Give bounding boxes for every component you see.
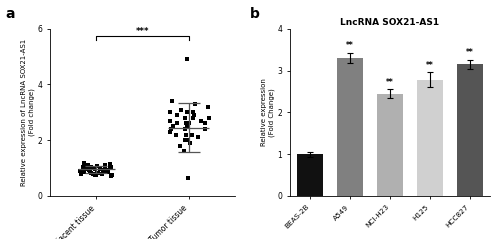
- Point: [80, 161, 88, 165]
- Point: [176, 108, 184, 111]
- Point: [101, 166, 109, 170]
- Point: [76, 172, 84, 176]
- Point: [86, 165, 94, 169]
- Point: [106, 162, 114, 166]
- Y-axis label: Relative expression
(Fold Change): Relative expression (Fold Change): [261, 78, 274, 146]
- Point: [188, 133, 196, 136]
- Title: LncRNA SOX21-AS1: LncRNA SOX21-AS1: [340, 17, 440, 27]
- Point: [183, 57, 191, 61]
- Point: [166, 127, 174, 131]
- Point: [166, 110, 174, 114]
- Point: [103, 170, 111, 174]
- Point: [184, 110, 192, 114]
- Point: [80, 165, 88, 169]
- Text: ***: ***: [136, 27, 149, 36]
- Point: [185, 122, 193, 125]
- Point: [204, 105, 212, 109]
- Point: [86, 171, 94, 175]
- Point: [92, 167, 100, 171]
- Point: [104, 170, 112, 174]
- Point: [173, 113, 181, 117]
- Point: [80, 165, 88, 169]
- Point: [85, 168, 93, 172]
- Text: **: **: [386, 78, 394, 87]
- Point: [189, 110, 197, 114]
- Point: [100, 169, 108, 173]
- Point: [90, 173, 98, 177]
- Point: [108, 174, 116, 178]
- Text: a: a: [5, 7, 15, 21]
- Bar: [337, 58, 363, 196]
- Point: [190, 102, 198, 106]
- Text: **: **: [466, 48, 474, 57]
- Point: [184, 176, 192, 180]
- Point: [176, 144, 184, 148]
- Point: [184, 124, 192, 128]
- Point: [169, 124, 177, 128]
- Point: [92, 173, 100, 177]
- Point: [172, 133, 179, 136]
- Y-axis label: Relative expression of LncRNA SOX21-AS1
(Fold change): Relative expression of LncRNA SOX21-AS1 …: [21, 39, 34, 186]
- Point: [93, 164, 101, 168]
- Point: [103, 168, 111, 172]
- Point: [168, 99, 176, 103]
- Point: [80, 170, 88, 174]
- Point: [182, 133, 190, 136]
- Point: [85, 166, 93, 170]
- Point: [205, 116, 213, 120]
- Point: [107, 166, 115, 169]
- Point: [100, 168, 108, 172]
- Point: [184, 138, 192, 142]
- Point: [180, 127, 188, 131]
- Point: [194, 136, 202, 139]
- Point: [99, 170, 107, 174]
- Point: [89, 172, 97, 176]
- Point: [101, 163, 109, 167]
- Point: [76, 169, 84, 173]
- Point: [166, 130, 173, 134]
- Point: [197, 119, 205, 123]
- Bar: [457, 64, 483, 196]
- Text: **: **: [346, 41, 354, 50]
- Text: **: **: [426, 61, 434, 70]
- Point: [182, 116, 190, 120]
- Point: [200, 122, 208, 125]
- Point: [98, 172, 106, 176]
- Point: [190, 113, 198, 117]
- Point: [76, 169, 84, 173]
- Point: [84, 163, 92, 167]
- Point: [182, 122, 190, 125]
- Point: [101, 168, 109, 172]
- Point: [86, 169, 94, 173]
- Point: [182, 138, 190, 142]
- Bar: [417, 80, 443, 196]
- Point: [81, 167, 89, 171]
- Bar: [297, 154, 323, 196]
- Point: [94, 171, 102, 175]
- Point: [166, 119, 174, 123]
- Point: [108, 173, 116, 176]
- Text: b: b: [250, 7, 260, 21]
- Point: [186, 141, 194, 145]
- Point: [106, 164, 114, 168]
- Point: [96, 167, 104, 171]
- Point: [94, 171, 102, 174]
- Point: [107, 165, 115, 169]
- Point: [174, 122, 182, 125]
- Point: [76, 169, 84, 173]
- Bar: [377, 93, 403, 196]
- Point: [180, 149, 188, 153]
- Point: [96, 167, 104, 170]
- Point: [189, 116, 197, 120]
- Point: [201, 127, 209, 131]
